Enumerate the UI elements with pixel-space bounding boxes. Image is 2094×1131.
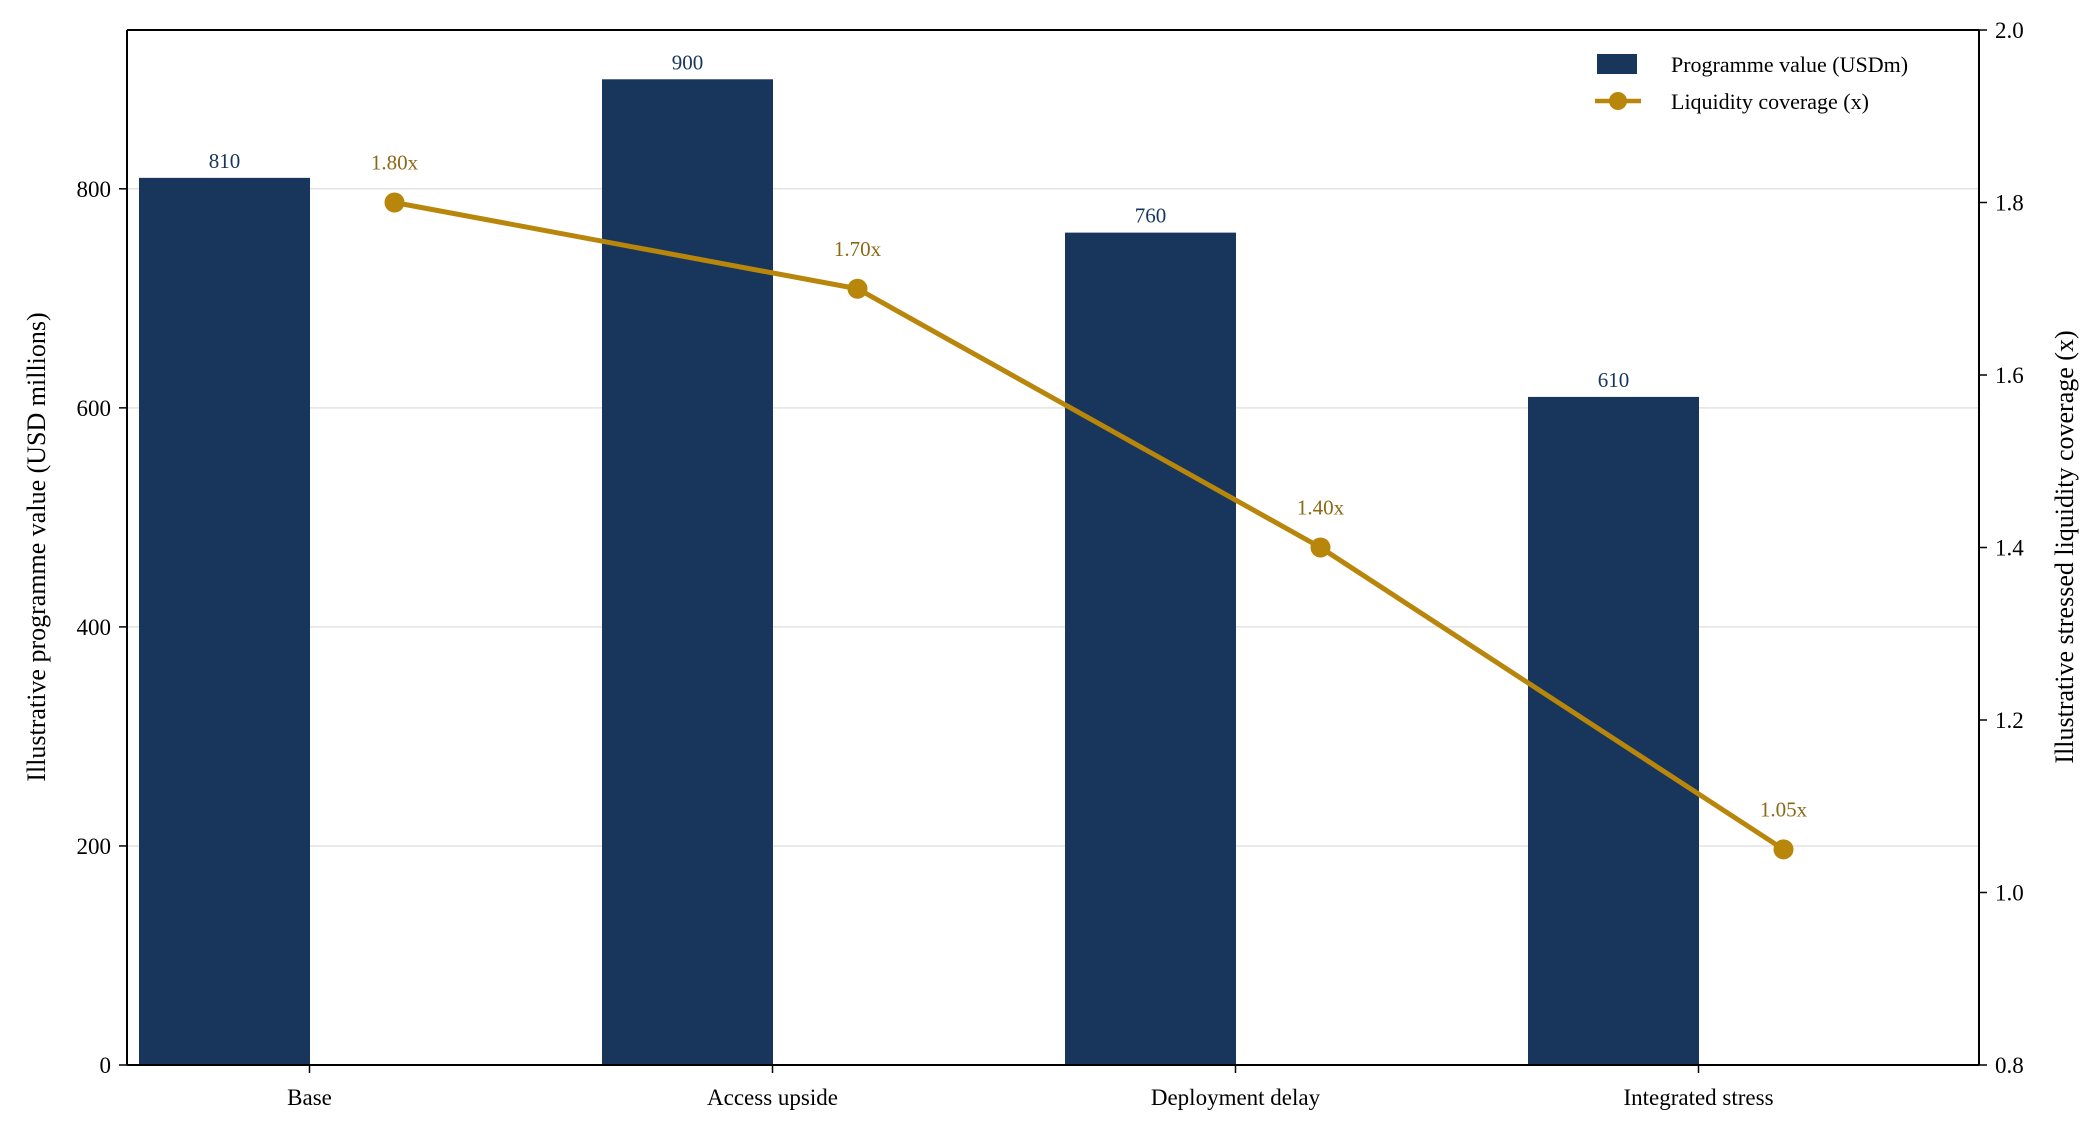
bar-value-label: 760 xyxy=(1135,204,1167,228)
x-tick-label: Base xyxy=(287,1085,332,1110)
left-tick-label: 400 xyxy=(77,615,112,640)
axes: 0 200 400 600 800 0.8 1.0 1.2 1.4 1.6 1.8 2.0 Base Ac… xyxy=(77,18,2025,1110)
right-tick-label: 0.8 xyxy=(1995,1053,2024,1078)
bar-value-label: 610 xyxy=(1598,368,1630,392)
bar xyxy=(602,79,773,1066)
bar xyxy=(1065,232,1236,1066)
coverage-value-label: 1.70x xyxy=(834,237,882,261)
coverage-value-label: 1.40x xyxy=(1297,496,1345,520)
coverage-point xyxy=(1773,839,1794,860)
legend-swatch-bar xyxy=(1597,54,1637,74)
right-tick-label: 1.4 xyxy=(1995,536,2024,561)
gridlines xyxy=(127,188,1979,847)
coverage-value-label: 1.80x xyxy=(371,151,419,175)
x-tick-label: Integrated stress xyxy=(1623,1085,1773,1110)
bar xyxy=(139,177,310,1065)
left-tick-label: 800 xyxy=(77,177,112,202)
line-series xyxy=(384,192,1794,860)
legend-swatch-marker xyxy=(1609,92,1627,110)
left-axis-title: Illustrative programme value (USD millio… xyxy=(22,312,51,781)
coverage-point xyxy=(847,278,868,299)
bar-value-label: 900 xyxy=(672,50,704,74)
right-tick-label: 1.0 xyxy=(1995,881,2024,906)
x-tick-label: Deployment delay xyxy=(1151,1085,1321,1110)
bar xyxy=(1528,396,1699,1065)
x-tick-label: Access upside xyxy=(707,1085,838,1110)
right-tick-label: 1.6 xyxy=(1995,363,2024,388)
left-tick-label: 200 xyxy=(77,834,112,859)
left-tick-label: 600 xyxy=(77,396,112,421)
bar-series xyxy=(139,79,1699,1066)
right-tick-label: 1.8 xyxy=(1995,191,2024,216)
right-axis-title: Illustrative stressed liquidity coverage… xyxy=(2050,330,2079,763)
bar-value-label: 810 xyxy=(209,149,241,173)
left-tick-label: 0 xyxy=(100,1053,112,1078)
legend-label-line: Liquidity coverage (x) xyxy=(1671,89,1869,114)
coverage-point xyxy=(1310,537,1331,558)
coverage-point xyxy=(384,192,405,213)
coverage-value-label: 1.05x xyxy=(1760,797,1808,821)
legend-label-bar: Programme value (USDm) xyxy=(1671,52,1908,77)
data-labels: 810 900 760 610 1.80x 1.70x 1.40x 1.05x xyxy=(209,50,1808,821)
legend: Programme value (USDm) Liquidity coverag… xyxy=(1595,52,1908,114)
coverage-line xyxy=(394,200,1785,852)
right-tick-label: 1.2 xyxy=(1995,708,2024,733)
right-tick-label: 2.0 xyxy=(1995,18,2024,43)
